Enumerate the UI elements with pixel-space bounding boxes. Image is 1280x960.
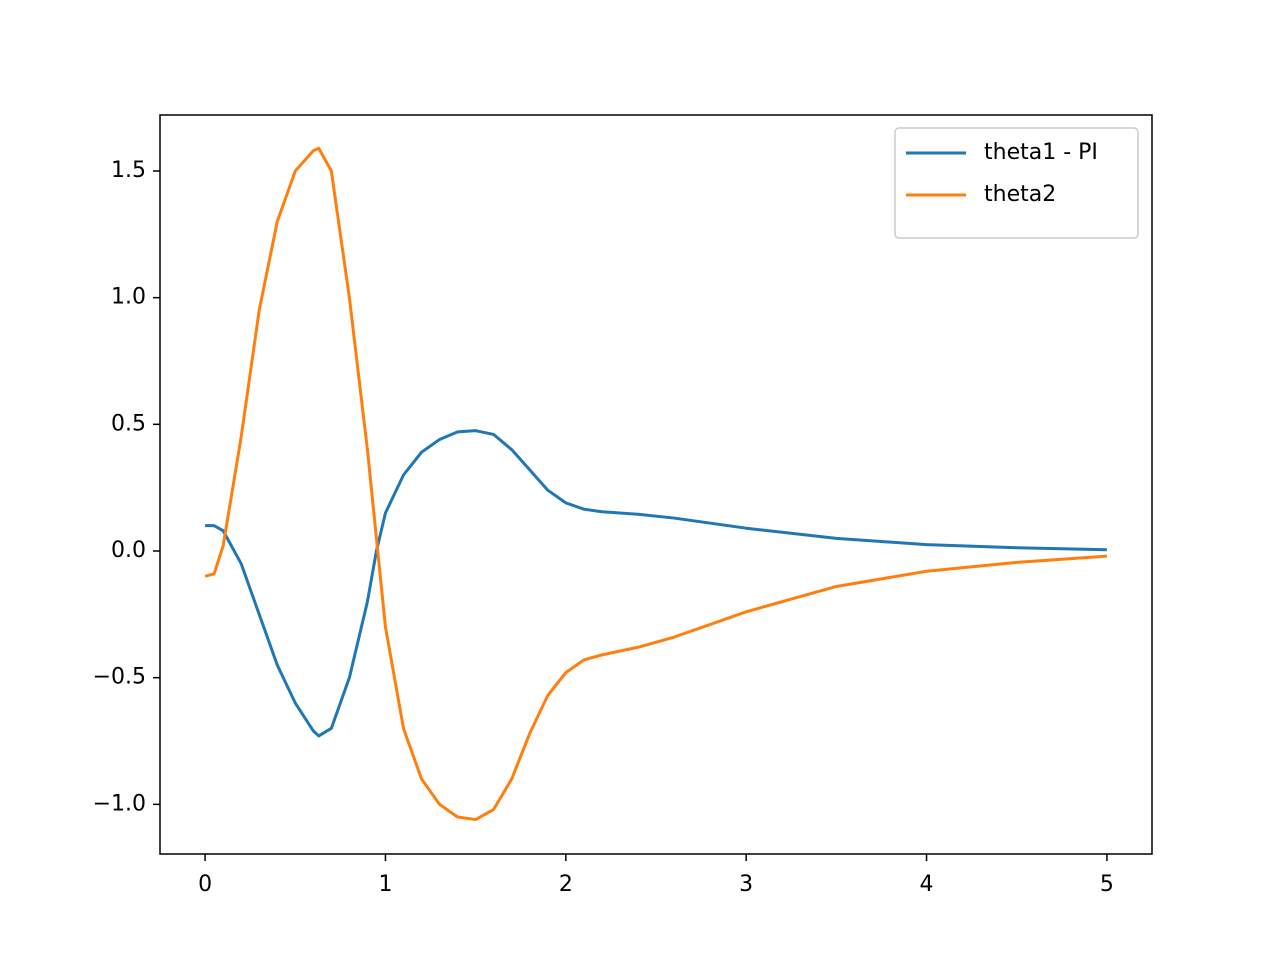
x-tick-label: 4	[920, 872, 934, 897]
y-tick-label: 1.5	[111, 158, 146, 183]
y-tick-label: −0.5	[93, 665, 146, 690]
legend-label: theta2	[984, 182, 1056, 207]
legend-box	[894, 127, 1139, 239]
legend-label: theta1 - PI	[984, 140, 1098, 165]
x-tick-label: 3	[739, 872, 753, 897]
plot-frame	[159, 114, 1153, 855]
y-tick-label: −1.0	[93, 791, 146, 816]
y-tick-label: 0.5	[111, 411, 146, 436]
y-tick-label: 0.0	[111, 538, 146, 563]
line-series	[205, 429, 1107, 738]
x-tick-label: 1	[378, 872, 392, 897]
y-tick-label: 1.0	[111, 285, 146, 310]
x-tick-label: 5	[1100, 872, 1114, 897]
x-tick-label: 0	[198, 872, 212, 897]
line-series	[204, 146, 1108, 822]
x-tick-label: 2	[559, 872, 573, 897]
